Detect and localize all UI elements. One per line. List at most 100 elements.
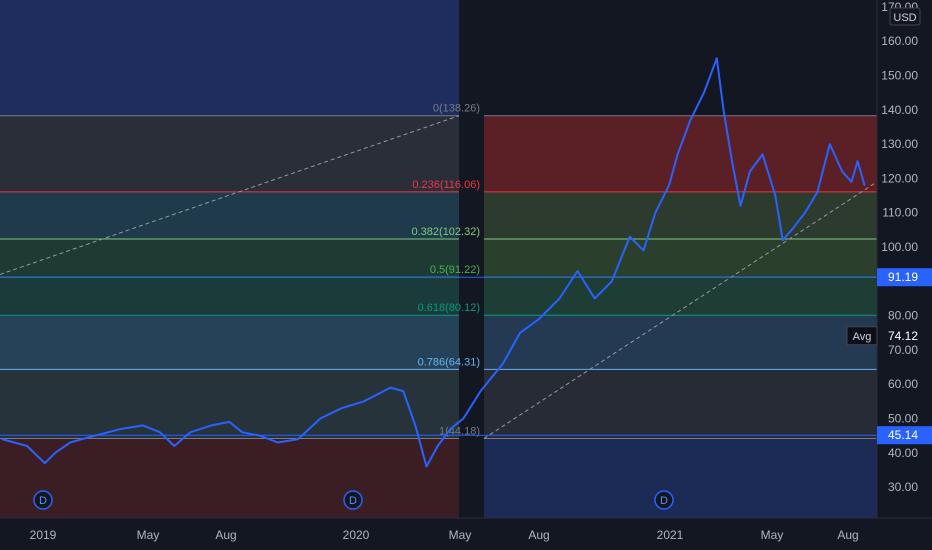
- price-point: [159, 431, 161, 434]
- price-point: [436, 445, 439, 447]
- dividend-marker[interactable]: D: [654, 490, 674, 510]
- y-tick-label: 140.00: [881, 103, 918, 117]
- price-point: [791, 229, 793, 231]
- price-point: [576, 270, 579, 272]
- x-tick-label: 2020: [343, 528, 370, 542]
- fib-zone-left: [0, 369, 459, 439]
- price-point: [642, 249, 645, 252]
- price-point: [654, 211, 657, 214]
- dividend-label: D: [349, 495, 357, 507]
- y-tick-label: 60.00: [888, 377, 918, 391]
- currency-label: USD: [893, 12, 916, 24]
- x-tick-label: 2021: [657, 528, 684, 542]
- dividend-circle: [343, 490, 363, 510]
- currency-box[interactable]: [889, 7, 921, 26]
- fib-label: 0.382(102.32): [412, 226, 481, 238]
- price-point: [829, 143, 831, 145]
- fib-label: 0(138.26): [433, 103, 480, 115]
- fib-zone-left: [0, 191, 459, 240]
- x-tick-label: Aug: [215, 528, 236, 542]
- fib-label: 1(44.18): [439, 425, 480, 437]
- price-point: [761, 153, 764, 156]
- price-point: [141, 424, 144, 427]
- trend-line-lower[interactable]: [483, 181, 878, 439]
- price-point: [722, 108, 725, 111]
- x-tick-label: May: [761, 528, 784, 542]
- y-tick-label: 120.00: [881, 171, 918, 185]
- y-tick-label: 130.00: [881, 137, 918, 151]
- price-point: [479, 390, 482, 392]
- price-point: [340, 407, 343, 410]
- price-point: [731, 160, 733, 163]
- price-label-text: 91.19: [888, 270, 918, 284]
- fib-label: 0.5(91.22): [430, 264, 480, 276]
- fib-zone-left: [0, 315, 459, 370]
- x-tick-label: Aug: [528, 528, 549, 542]
- avg-tag: [846, 326, 878, 346]
- fib-label: 0.236(116.06): [412, 179, 480, 191]
- y-tick-label: 70.00: [888, 343, 918, 357]
- fib-zone-right: [484, 277, 877, 316]
- price-point: [774, 194, 777, 197]
- x-axis-bg: [0, 518, 932, 550]
- price-point: [628, 235, 631, 238]
- price-point: [593, 297, 596, 300]
- price-point: [210, 424, 213, 427]
- price-point: [462, 417, 465, 420]
- price-point: [804, 211, 806, 214]
- price-point: [414, 424, 417, 427]
- fib-zone-right: [484, 369, 877, 439]
- price-point: [241, 431, 243, 434]
- price-point: [120, 428, 123, 430]
- x-axis[interactable]: 2019 May Aug 2020 May Aug 2021 May Aug: [0, 517, 932, 550]
- price-point: [319, 417, 322, 420]
- price-point: [739, 205, 742, 207]
- dividend-marker[interactable]: D: [343, 490, 363, 510]
- dividend-label: D: [39, 495, 47, 507]
- price-point: [856, 160, 859, 163]
- trend-line-upper[interactable]: [0, 115, 460, 275]
- fib-zone-left: [0, 115, 459, 192]
- x-tick-label: May: [137, 528, 160, 542]
- price-point: [610, 280, 613, 283]
- price-point: [676, 153, 679, 156]
- price-label-text: 45.14: [888, 428, 918, 442]
- band-bottom-right: [484, 438, 877, 518]
- fib-zone-right: [484, 315, 877, 370]
- price-point: [259, 434, 261, 437]
- fib-zone-left: [0, 277, 459, 316]
- price-point: [668, 184, 670, 187]
- price-point: [277, 441, 279, 444]
- price-point: [749, 170, 751, 173]
- y-axis[interactable]: 30.0040.0050.0060.0070.0080.0090.00100.0…: [846, 0, 932, 550]
- dividend-label: D: [660, 495, 668, 507]
- price-point: [519, 331, 521, 334]
- band-bottom-left: [0, 438, 459, 518]
- y-tick-label: 160.00: [881, 34, 918, 48]
- avg-tag-text: Avg: [853, 331, 872, 343]
- x-tick-label: Aug: [837, 528, 858, 542]
- y-tick-label: 80.00: [888, 309, 918, 323]
- price-point: [816, 191, 819, 193]
- price-point: [54, 452, 57, 454]
- avg-value-text: 74.12: [888, 329, 918, 343]
- dividend-marker[interactable]: D: [33, 490, 53, 510]
- dividend-circle: [654, 490, 674, 510]
- price-point: [841, 170, 844, 173]
- fib-zone-right: [484, 115, 877, 192]
- dividend-circle: [33, 490, 53, 510]
- price-point: [558, 297, 561, 300]
- price-point: [449, 428, 452, 430]
- price-point: [538, 318, 540, 320]
- price-point: [362, 400, 365, 403]
- price-point: [297, 438, 300, 440]
- price-label-box: [877, 268, 932, 287]
- fib-zone-right: [484, 191, 877, 240]
- x-tick-label: May: [449, 528, 472, 542]
- background-bands: [0, 0, 877, 518]
- price-series-line[interactable]: [1, 57, 866, 468]
- price-point: [689, 119, 692, 121]
- price-point: [228, 421, 231, 423]
- y-tick-label: 110.00: [882, 206, 918, 220]
